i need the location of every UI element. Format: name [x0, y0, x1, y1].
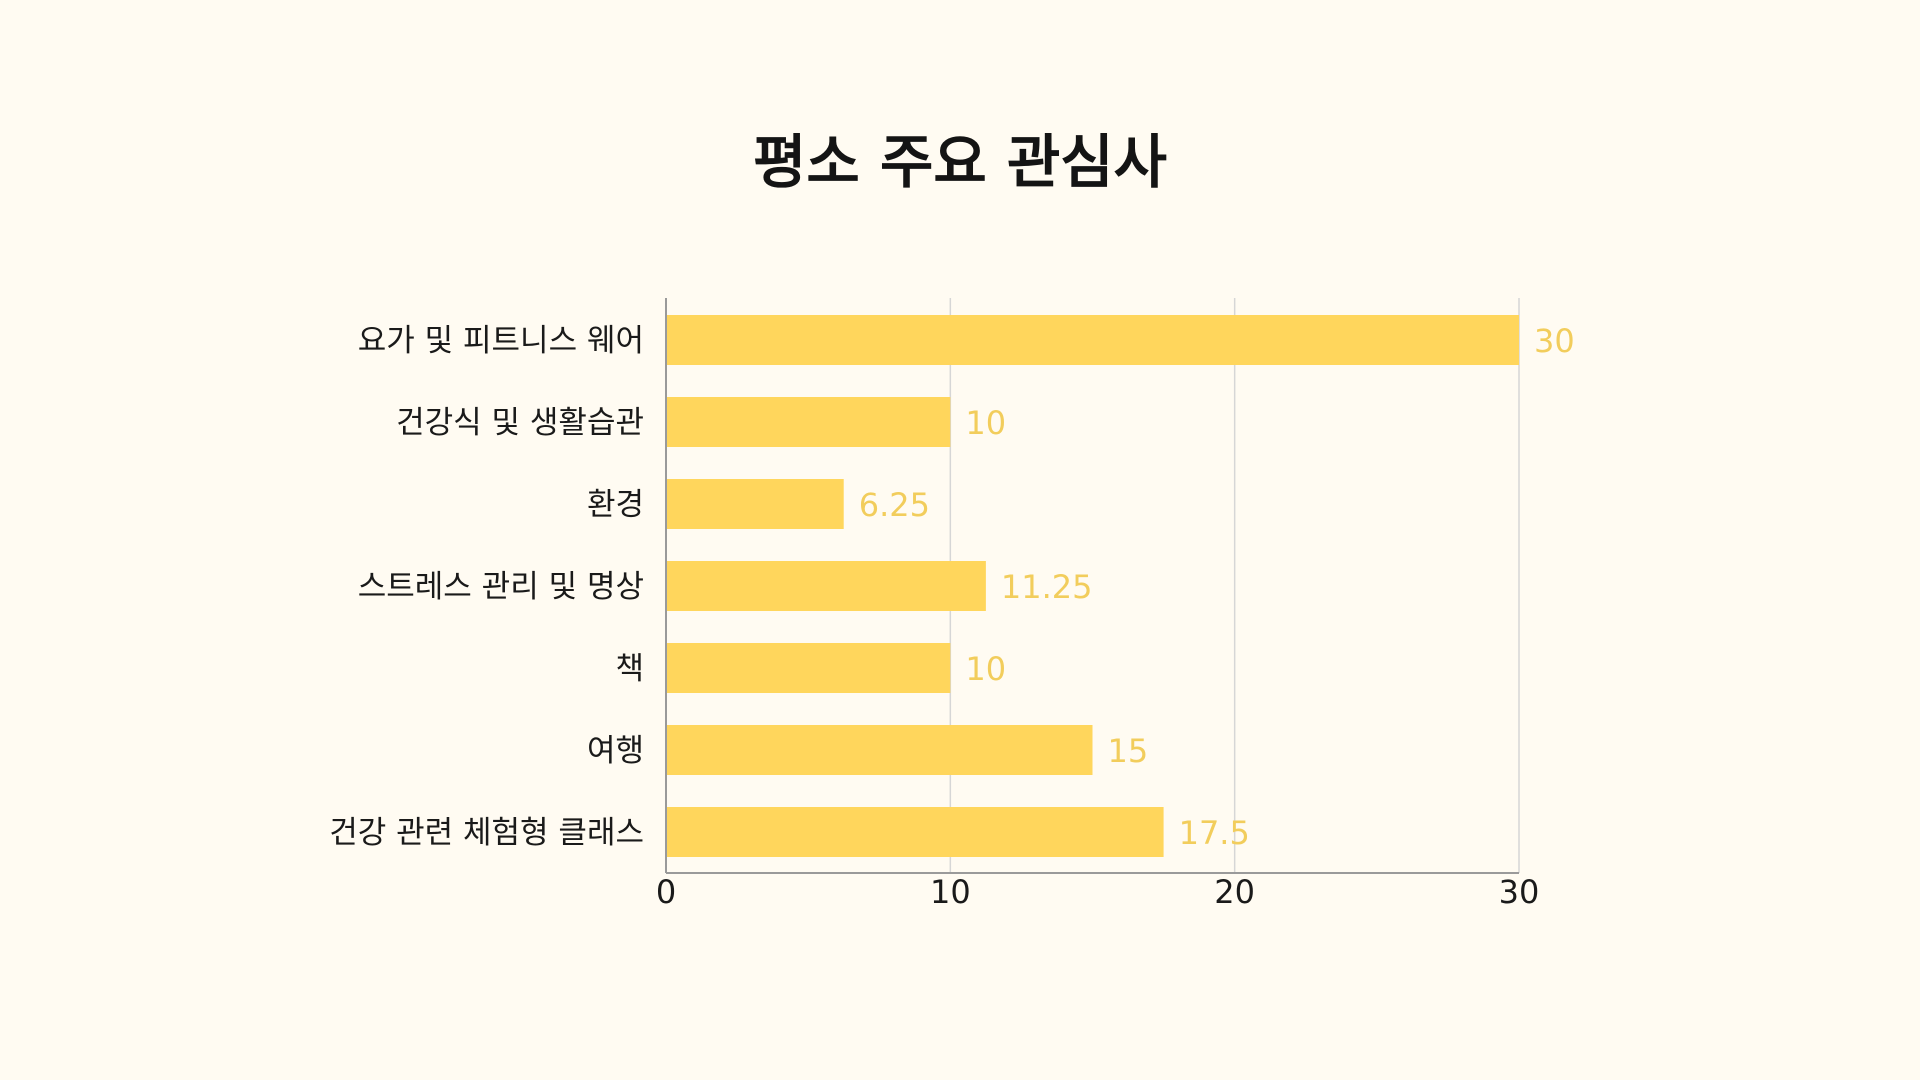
x-tick-label: 0: [656, 873, 676, 911]
bar: [666, 643, 951, 693]
category-label: 여행: [587, 733, 644, 769]
bar: [666, 725, 1093, 775]
data-label: 15: [1108, 732, 1149, 770]
x-tick-label: 10: [930, 873, 971, 911]
category-label: 환경: [587, 487, 644, 523]
category-label: 건강식 및 생활습관: [396, 405, 644, 441]
data-label: 30: [1534, 322, 1575, 360]
bar: [666, 807, 1164, 857]
bar: [666, 397, 951, 447]
category-label: 스트레스 관리 및 명상: [358, 569, 644, 605]
data-label: 17.5: [1179, 814, 1250, 852]
category-label: 건강 관련 체험형 클래스: [329, 815, 644, 851]
data-label: 10: [965, 650, 1006, 688]
bar: [666, 315, 1519, 365]
chart-title: 평소 주요 관심사: [753, 128, 1167, 196]
x-tick-label: 30: [1499, 873, 1540, 911]
category-label: 요가 및 피트니스 웨어: [358, 323, 644, 359]
labels: 0 10 20 30 요가 및 피트니스 웨어 30 건강식 및 생활습관 10 환경 6.25 스…: [329, 322, 1574, 911]
category-label: 책: [615, 651, 644, 687]
bar: [666, 561, 986, 611]
axes: [665, 298, 1519, 874]
bars: [666, 315, 1519, 857]
data-label: 6.25: [859, 486, 930, 524]
data-label: 11.25: [1001, 568, 1093, 606]
x-tick-label: 20: [1214, 873, 1255, 911]
bar: [666, 479, 844, 529]
data-label: 10: [965, 404, 1006, 442]
